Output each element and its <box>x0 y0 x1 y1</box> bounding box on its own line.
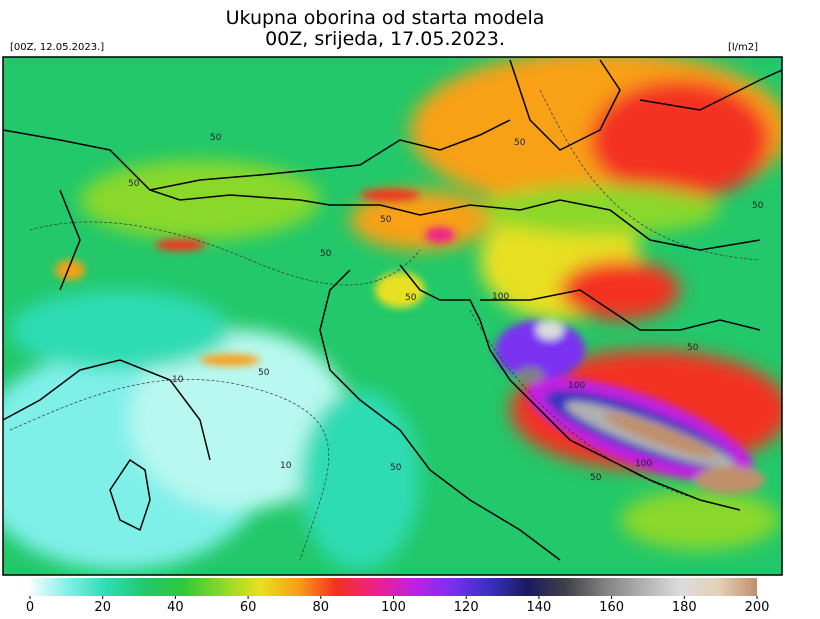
contour-label: 50 <box>390 463 402 473</box>
colorbar-tick-label: 60 <box>240 600 257 615</box>
colorbar-tick-label: 200 <box>745 600 770 615</box>
contour-label: 100 <box>568 381 585 391</box>
colorbar-tick-label: 80 <box>313 600 330 615</box>
contour-label: 50 <box>380 215 392 225</box>
contour-label: 50 <box>687 343 699 353</box>
contour-label: 50 <box>590 473 602 483</box>
colorbar-tick-label: 160 <box>599 600 624 615</box>
contour-label: 10 <box>172 375 184 385</box>
contour-label: 10 <box>280 461 292 471</box>
contour-label: 50 <box>210 133 222 143</box>
unit-label: [l/m2] <box>728 42 758 53</box>
title: Ukupna oborina od starta modela <box>226 7 545 29</box>
map-frame <box>2 56 783 576</box>
colorbar-tick-label: 120 <box>454 600 479 615</box>
contour-label: 50 <box>128 179 140 189</box>
colorbar-tick-label: 180 <box>672 600 697 615</box>
colorbar-tick-label: 0 <box>26 600 34 615</box>
contour-label: 50 <box>320 249 332 259</box>
contour-label: 100 <box>635 459 652 469</box>
run-label: [00Z, 12.05.2023.] <box>10 42 104 53</box>
contour-label: 50 <box>258 368 270 378</box>
contour-label: 50 <box>514 138 526 148</box>
colorbar-tick-label: 40 <box>167 600 184 615</box>
contour-label: 50 <box>405 293 417 303</box>
colorbar <box>30 578 757 596</box>
subtitle: 00Z, srijeda, 17.05.2023. <box>265 28 505 50</box>
colorbar-tick-label: 140 <box>526 600 551 615</box>
contour-label: 100 <box>492 292 509 302</box>
map: 50 50 50 50 50 50 50 50 100 100 100 10 10 50 50 50 <box>3 57 782 575</box>
colorbar-tick-label: 100 <box>381 600 406 615</box>
contour-label: 50 <box>752 201 764 211</box>
colorbar-tick-label: 20 <box>94 600 111 615</box>
